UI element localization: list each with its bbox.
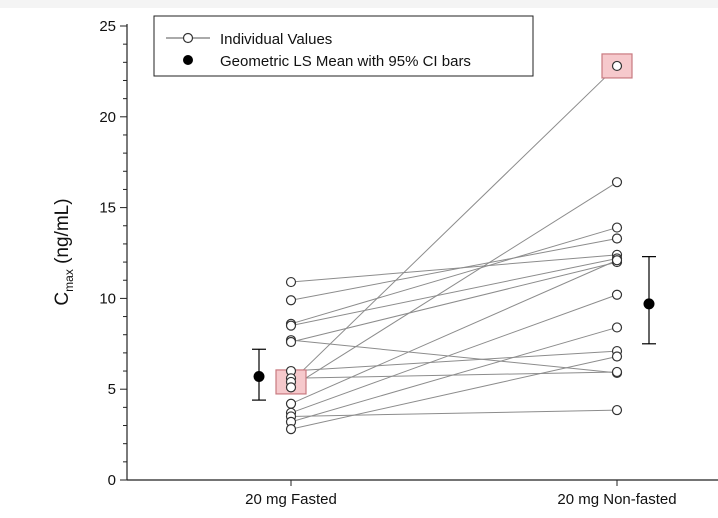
legend-box	[153, 15, 534, 77]
individual-point	[285, 336, 297, 348]
y-tick-label: 15	[99, 200, 116, 217]
y-tick-label: 20	[99, 109, 116, 126]
mean-point	[643, 298, 655, 310]
y-axis-label: Cmax (ng/mL)	[52, 198, 76, 305]
subject-line	[290, 350, 618, 372]
individual-point	[611, 366, 623, 378]
subject-line	[290, 65, 618, 383]
individual-point	[285, 320, 297, 331]
subject-line	[290, 339, 618, 374]
x-category-label: 20 mg Non-fasted	[557, 491, 676, 508]
legend-mean-label: Geometric LS Mean with 95% CI bars	[220, 53, 471, 70]
legend-mean-marker	[183, 55, 193, 65]
individual-point	[611, 177, 623, 188]
individual-point	[611, 255, 623, 266]
subject-line	[290, 326, 618, 423]
subject-line	[290, 257, 618, 327]
y-tick-label: 0	[108, 472, 116, 489]
individual-point	[611, 322, 623, 333]
individual-point	[285, 382, 297, 393]
individual-point	[285, 276, 297, 288]
individual-point	[611, 233, 623, 244]
subject-line	[290, 227, 618, 325]
individual-point	[611, 289, 623, 300]
x-category-label: 20 mg Fasted	[245, 491, 337, 508]
individual-lines	[290, 65, 618, 430]
y-tick-label: 25	[99, 18, 116, 35]
individual-points	[285, 60, 623, 435]
y-tick-label: 10	[99, 290, 116, 307]
y-tick-label: 5	[108, 381, 116, 398]
subject-line	[290, 409, 618, 417]
mean-markers	[252, 256, 656, 401]
subject-line	[290, 356, 618, 430]
individual-point	[611, 60, 623, 72]
legend: Individual Values Geometric LS Mean with…	[153, 15, 534, 77]
axes: 0 5 10 15 20 25 20 mg Fasted 20 mg Non-fasted	[99, 18, 718, 508]
subject-line	[290, 237, 618, 301]
y-axis-label-subscript: max	[62, 269, 76, 292]
y-axis-label-main: C	[52, 292, 73, 306]
legend-individual-marker	[182, 32, 194, 44]
subject-line	[290, 259, 618, 405]
subject-line	[290, 261, 618, 343]
subject-line	[290, 181, 618, 388]
window-top-strip	[0, 0, 718, 8]
mean-point	[253, 370, 265, 382]
subject-line	[290, 254, 618, 283]
individual-point	[611, 351, 623, 362]
individual-point	[285, 424, 297, 435]
individual-point	[611, 222, 623, 233]
y-axis-label-unit: (ng/mL)	[52, 198, 73, 269]
subject-line	[290, 294, 618, 414]
individual-point	[285, 398, 297, 409]
legend-individual-label: Individual Values	[220, 31, 332, 48]
individual-point	[611, 404, 623, 416]
svg-text:Cmax (ng/mL): Cmax (ng/mL)	[52, 198, 76, 305]
individual-point	[285, 295, 297, 306]
